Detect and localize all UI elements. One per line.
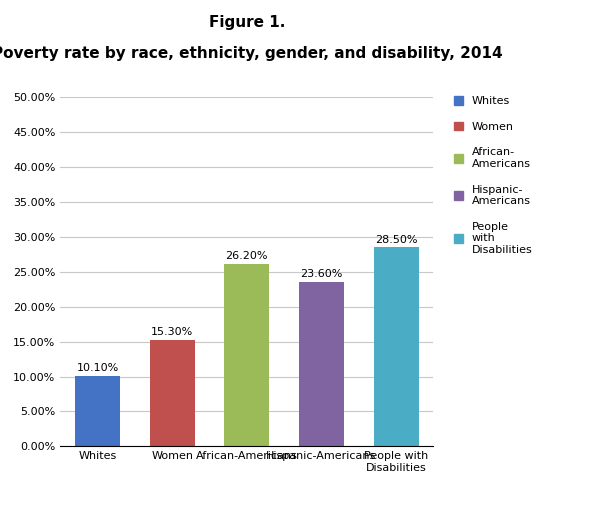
Bar (75, 376, 120, 446)
Bar (150, 340, 194, 446)
Text: 15.30%: 15.30% (151, 327, 193, 337)
Bar (374, 247, 418, 446)
Bar (299, 282, 344, 446)
Text: Poverty rate by race, ethnicity, gender, and disability, 2014: Poverty rate by race, ethnicity, gender,… (0, 46, 502, 61)
Bar (225, 264, 269, 446)
Text: 23.60%: 23.60% (300, 269, 343, 279)
Legend: Whites, Women, African-
Americans, Hispanic-
Americans, People
with
Disabilities: Whites, Women, African- Americans, Hispa… (454, 96, 532, 255)
Text: 26.20%: 26.20% (226, 251, 268, 261)
Text: Figure 1.: Figure 1. (209, 15, 285, 30)
Text: 28.50%: 28.50% (375, 234, 417, 245)
Text: 10.10%: 10.10% (76, 363, 119, 373)
